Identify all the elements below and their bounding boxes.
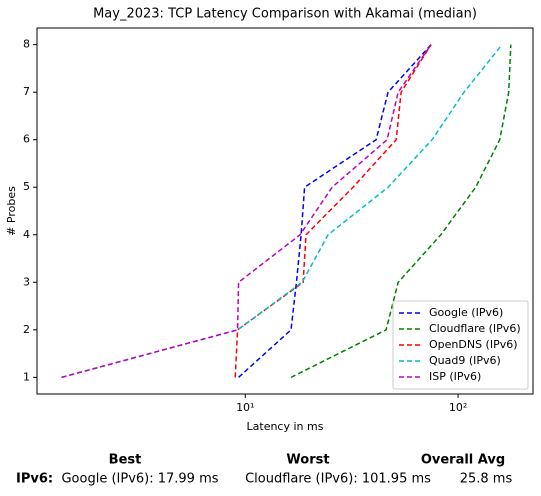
table-cell: 25.8 ms [460,472,513,487]
y-tick-label: 4 [23,228,30,241]
series-line [234,44,432,378]
y-tick-label: 5 [23,180,30,193]
table-cell: Cloudflare (IPv6): 101.95 ms [245,472,431,487]
y-tick-label: 3 [23,275,30,288]
plot-frame [36,27,534,395]
table-cell: Google (IPv6): 17.99 ms [61,472,218,487]
table-header: Best [109,453,142,468]
legend-label: Quad9 (IPv6) [429,354,501,367]
legend-label: Google (IPv6) [429,306,503,319]
y-axis-label: # Probes [5,186,18,236]
chart-title: May_2023: TCP Latency Comparison with Ak… [93,7,477,22]
series-line [290,44,512,379]
series-line [238,44,432,378]
y-tick-label: 1 [23,370,30,383]
table-header: Worst [286,453,329,468]
series-line [61,44,432,379]
y-tick-label: 6 [23,133,30,146]
y-tick-label: 7 [23,85,30,98]
x-tick-label: 10² [449,401,467,414]
series-line [61,44,503,379]
legend-label: ISP (IPv6) [429,370,481,383]
legend-label: Cloudflare (IPv6) [429,322,521,335]
row-label: IPv6: [16,472,53,487]
x-tick-label: 10¹ [236,401,254,414]
legend-box [392,300,529,390]
y-tick-label: 2 [23,323,30,336]
legend-label: OpenDNS (IPv6) [429,338,518,351]
table-header: Overall Avg [421,453,505,468]
x-axis-label: Latency in ms [247,420,324,433]
y-tick-label: 8 [23,38,30,51]
